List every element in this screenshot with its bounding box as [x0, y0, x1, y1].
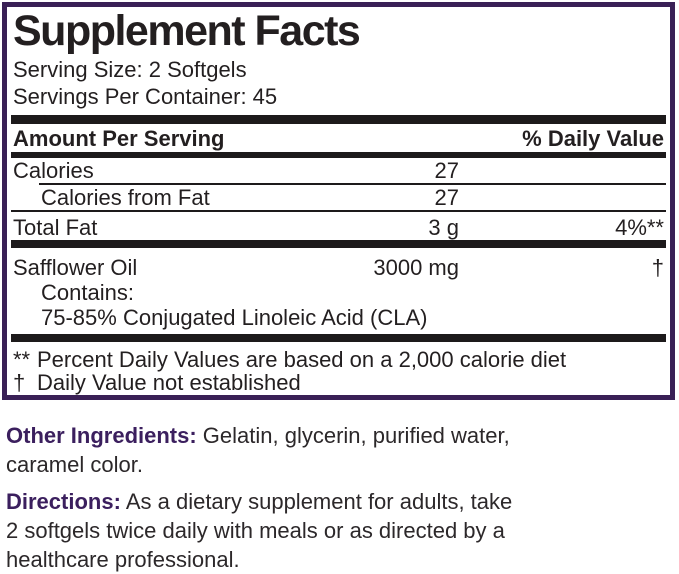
daily-value-header: % Daily Value [522, 126, 664, 151]
row-safflower-oil-label: Safflower Oil [13, 255, 138, 280]
row-calories-amount: 27 [434, 158, 459, 183]
row-total-fat-dv: 4%** [615, 215, 664, 240]
row-calories: Calories 27 [11, 158, 666, 183]
row-safflower-oil-dv: † [651, 255, 664, 280]
row-calories-from-fat: Calories from Fat 27 [11, 185, 666, 210]
panel-title: Supplement Facts [13, 7, 361, 55]
footnote-dagger-text: Daily Value not established [37, 370, 301, 395]
other-ingredients-label: Other Ingredients: [6, 423, 197, 448]
other-ingredients-text-line2: caramel color. [6, 452, 143, 477]
row-calories-label: Calories [13, 158, 94, 183]
divider-calories-from-fat [11, 210, 666, 212]
footnote-daily-values: ** Percent Daily Values are based on a 2… [11, 348, 666, 371]
cla-line: 75-85% Conjugated Linoleic Acid (CLA) [41, 305, 428, 330]
directions-label: Directions: [6, 489, 121, 514]
other-ingredients-paragraph: Other Ingredients: Gelatin, glycerin, pu… [6, 421, 646, 479]
footnote-asterisks-marker: ** [13, 347, 31, 372]
row-calories-from-fat-amount: 27 [434, 185, 459, 210]
divider-thick-top [11, 115, 666, 124]
directions-text-line3: healthcare professional. [6, 547, 240, 572]
row-safflower-oil: Safflower Oil 3000 mg † [11, 254, 666, 280]
serving-size: Serving Size: 2 Softgels [13, 57, 247, 82]
row-total-fat-label: Total Fat [13, 215, 98, 240]
directions-paragraph: Directions: As a dietary supplement for … [6, 487, 656, 574]
row-safflower-oil-amount: 3000 mg [373, 255, 459, 280]
servings-per-container: Servings Per Container: 45 [13, 84, 278, 109]
directions-text-line2: 2 softgels twice daily with meals or as … [6, 518, 505, 543]
table-header-row: Amount Per Serving % Daily Value [11, 124, 666, 152]
footnote-dagger-marker: † [13, 370, 26, 395]
directions-text-line1: As a dietary supplement for adults, take [120, 489, 513, 514]
divider-under-header [11, 152, 666, 158]
divider-thick-bottom [11, 334, 666, 342]
footnote-daily-values-text: Percent Daily Values are based on a 2,00… [37, 347, 567, 372]
row-total-fat-amount: 3 g [428, 215, 459, 240]
other-ingredients-text-line1: Gelatin, glycerin, purified water, [196, 423, 510, 448]
divider-calories [39, 183, 666, 185]
amount-per-serving-header: Amount Per Serving [13, 126, 225, 151]
supplement-facts-panel: Supplement Facts Serving Size: 2 Softgel… [2, 2, 675, 400]
row-calories-from-fat-label: Calories from Fat [41, 185, 210, 210]
row-total-fat: Total Fat 3 g 4%** [11, 212, 666, 240]
contains-line: Contains: [41, 280, 134, 305]
divider-thick-mid [11, 240, 666, 248]
footnote-dagger: † Daily Value not established [11, 371, 666, 394]
